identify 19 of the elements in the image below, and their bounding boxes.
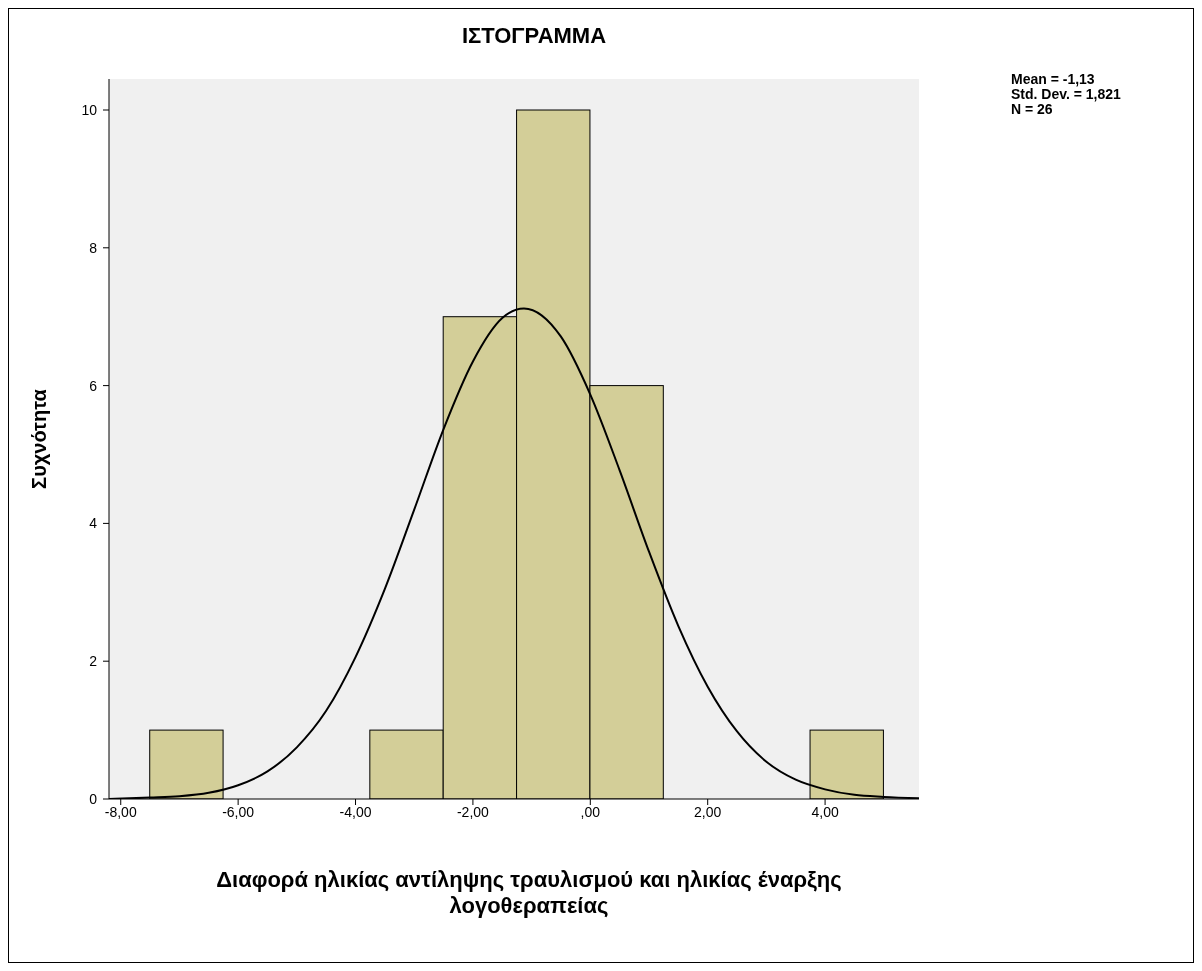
y-tick-label: 2 [89,653,98,670]
y-tick-label: 8 [89,239,98,256]
x-tick-label: ,00 [580,803,601,820]
y-axis-title: Συχνότητα [28,388,51,489]
x-tick-label: -8,00 [104,803,137,820]
x-tick-label: -6,00 [222,803,255,820]
y-tick-label: 4 [89,515,98,532]
y-tick-label: 0 [89,791,98,807]
x-tick-label: -4,00 [339,803,372,820]
text: Std. Dev. = 1,821 [1011,86,1121,102]
text: N = 26 [1011,101,1053,117]
y-tick-label: 6 [89,377,98,394]
x-tick-label: 2,00 [694,803,722,820]
x-tick-label: -2,00 [456,803,490,820]
x-tick-label: 4,00 [811,803,839,820]
text: Mean = -1,13 [1011,71,1095,87]
x-axis-title: Διαφορά ηλικίας αντίληψης τραυλισμού και ηλικίας έναρξης λογοθεραπείας [215,867,843,919]
chart-title: ΙΣΤΟΓΡΑΜΜΑ [460,23,608,49]
y-tick-label: 10 [81,102,98,118]
